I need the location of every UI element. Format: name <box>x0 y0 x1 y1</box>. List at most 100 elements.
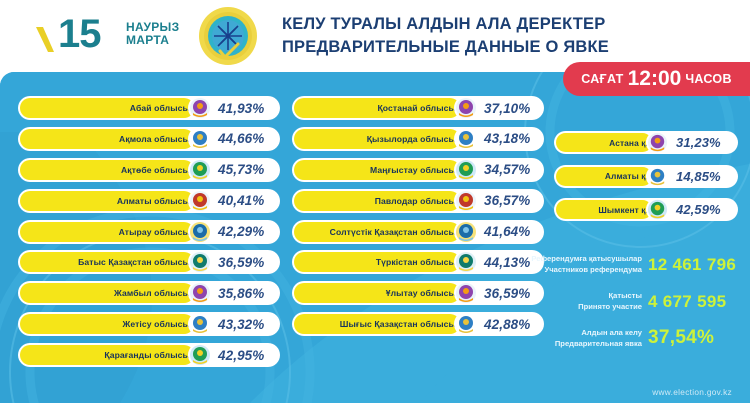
turnout-percent: 42,95% <box>218 347 265 363</box>
kyzylorda-region-emblem-icon <box>454 126 478 151</box>
row-highlight <box>20 252 194 273</box>
turnout-percent: 14,85% <box>676 168 721 184</box>
region-name: Қызылорда облысы <box>366 133 456 144</box>
atyrau-region-emblem-icon <box>188 219 212 244</box>
row-highlight <box>294 98 460 118</box>
stat-item: Қатысты Принято участие 4 677 595 <box>530 290 750 323</box>
region-name: Жетісу облысы <box>122 319 190 330</box>
region-row: Ақтөбе облысы 45,73% <box>18 157 280 182</box>
row-highlight <box>294 128 460 149</box>
row-highlight <box>20 190 194 211</box>
title-kazakh: КЕЛУ ТУРАЛЫ АЛДЫН АЛА ДЕРЕКТЕР <box>282 15 606 33</box>
row-highlight <box>294 252 460 273</box>
turnout-percent: 36,59% <box>218 254 265 270</box>
region-name: Қарағанды облысы <box>104 350 190 361</box>
turnout-percent: 34,57% <box>484 162 531 178</box>
turnout-percent: 35,86% <box>218 285 265 301</box>
row-highlight <box>294 221 460 242</box>
row-highlight <box>20 221 194 242</box>
east-kazakhstan-region-emblem-icon <box>454 312 478 337</box>
turnout-percent: 44,66% <box>218 131 265 147</box>
stat-item: Референдумға қатысушылар Участников рефер… <box>530 253 750 286</box>
region-name: Абай облысы <box>129 103 190 113</box>
region-name: Ұлытау облысы <box>385 288 456 299</box>
row-highlight <box>20 345 194 366</box>
header: 15 НАУРЫЗ МАРТА КЕЛУ ТУРАЛЫ АЛДЫН АЛА ДЕ… <box>0 0 750 72</box>
region-row: Қызылорда облысы 43,18% <box>292 126 544 151</box>
title-russian: ПРЕДВАРИТЕЛЬНЫЕ ДАННЫЕ О ЯВКЕ <box>282 38 609 56</box>
region-row: Жетісу облысы 43,32% <box>18 312 280 337</box>
region-name: Ақмола облысы <box>119 133 190 144</box>
row-highlight <box>294 190 460 211</box>
region-row: Батыс Қазақстан облысы 36,59% <box>18 250 280 275</box>
stat-label-kk: Референдумға қатысушылар <box>531 254 642 263</box>
karaganda-region-emblem-icon <box>188 343 212 368</box>
region-name: Солтүстік Қазақстан облысы <box>329 226 456 237</box>
region-row: Жамбыл облысы 35,86% <box>18 281 280 306</box>
referendum-date-logo: 15 НАУРЫЗ МАРТА <box>34 10 194 60</box>
turnout-percent: 41,93% <box>218 100 265 116</box>
astana-city-emblem-icon <box>646 131 669 154</box>
region-row: Алматы облысы 40,41% <box>18 188 280 213</box>
akmola-region-emblem-icon <box>188 126 212 151</box>
regions-column-2: Қостанай облысы 37,10% Қызылорда облысы 43,… <box>292 96 544 343</box>
row-highlight <box>20 314 194 335</box>
page-title: КЕЛУ ТУРАЛЫ АЛДЫН АЛА ДЕРЕКТЕР ПРЕДВАРИТ… <box>282 13 609 59</box>
stat-label-kk: Алдын ала келу <box>581 328 642 337</box>
region-name: Алматы қ. <box>604 171 648 181</box>
region-row: Түркістан облысы 44,13% <box>292 250 544 275</box>
regions-column-1: Абай облысы 41,93% Ақмола облысы 44,66% Ақтө… <box>18 96 280 374</box>
turnout-percent: 40,41% <box>218 193 265 209</box>
turnout-percent: 36,57% <box>484 193 531 209</box>
row-highlight <box>556 166 652 186</box>
row-highlight <box>20 283 194 304</box>
time-value: 12:00 <box>627 67 682 90</box>
turnout-percent: 43,32% <box>218 316 265 332</box>
region-name: Түркістан облысы <box>375 257 456 268</box>
kazakhstan-referendum-emblem-icon <box>199 7 257 65</box>
region-row: Атырау облысы 42,29% <box>18 219 280 244</box>
almaty-city-emblem-icon <box>646 164 669 188</box>
shymkent-city-emblem-icon <box>646 198 669 221</box>
turnout-percent: 44,13% <box>484 254 531 270</box>
check-mark-icon <box>36 27 54 52</box>
turnout-percent: 36,59% <box>484 285 531 301</box>
row-highlight <box>294 314 460 335</box>
region-name: Шығыс Қазақстан облысы <box>339 319 456 330</box>
region-name: Астана қ. <box>609 137 648 148</box>
turnout-percent: 42,59% <box>676 202 721 217</box>
zhambyl-region-emblem-icon <box>188 281 212 306</box>
stat-value: 4 677 595 <box>648 292 727 311</box>
region-row: Солтүстік Қазақстан облысы 41,64% <box>292 219 544 244</box>
region-name: Шымкент қ. <box>598 204 648 215</box>
row-highlight <box>20 159 194 180</box>
row-highlight <box>20 98 194 118</box>
almaty-region-emblem-icon <box>188 188 212 213</box>
pavlodar-region-emblem-icon <box>454 188 478 213</box>
region-row: Ақмола облысы 44,66% <box>18 126 280 151</box>
stat-value: 37,54% <box>648 327 715 348</box>
stat-labels: Қатысты Принято участие <box>578 290 642 312</box>
logo-month-ru: МАРТА <box>126 33 170 47</box>
stat-label-ru: Предварительная явка <box>554 339 642 348</box>
turnout-percent: 31,23% <box>676 135 721 150</box>
row-highlight <box>294 159 460 180</box>
row-highlight <box>20 128 194 149</box>
region-name: Маңғыстау облысы <box>370 164 456 175</box>
summary-statistics: Референдумға қатысушылар Участников рефер… <box>530 253 750 364</box>
turkistan-region-emblem-icon <box>454 250 478 275</box>
stat-labels: Референдумға қатысушылар Участников рефер… <box>531 253 642 275</box>
west-kazakhstan-region-emblem-icon <box>188 250 212 275</box>
region-row: Маңғыстау облысы 34,57% <box>292 157 544 182</box>
row-highlight <box>294 283 460 304</box>
region-row: Ұлытау облысы 36,59% <box>292 281 544 306</box>
region-name: Алматы облысы <box>116 195 190 206</box>
zhetysu-region-emblem-icon <box>188 312 212 337</box>
city-row: Шымкент қ. 42,59% <box>554 198 738 221</box>
region-row: Қарағанды облысы 42,95% <box>18 343 280 368</box>
city-row: Астана қ. 31,23% <box>554 131 738 154</box>
stat-item: Алдын ала келу Предварительная явка 37,54% <box>530 327 750 360</box>
region-row: Абай облысы 41,93% <box>18 96 280 120</box>
cities-column: Астана қ. 31,23% Алматы қ. 14,85% Шымкент қ.… <box>554 131 738 232</box>
